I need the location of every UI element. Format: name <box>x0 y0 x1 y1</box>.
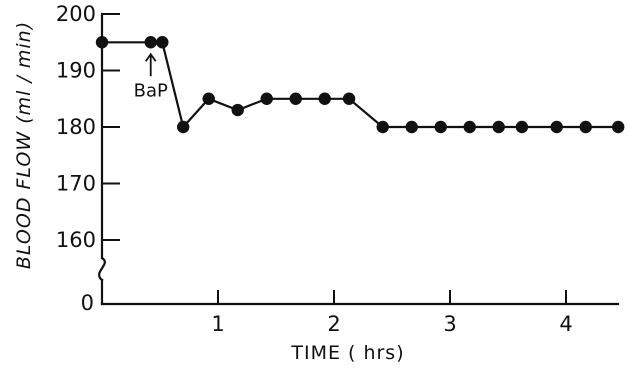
data-point-0 <box>95 36 109 49</box>
y-ticks: 160 170 180 190 200 <box>56 2 120 252</box>
data-point-8 <box>318 92 331 105</box>
data-point-16 <box>550 120 563 134</box>
data-point-4 <box>202 92 215 105</box>
data-point-3 <box>177 120 190 134</box>
series-line <box>102 41 619 129</box>
x-tick-label-2: 2 <box>327 312 340 336</box>
y-axis-title: BLOOD FLOW (ml / min) <box>13 21 35 269</box>
data-point-9 <box>342 92 356 105</box>
y-axis-break <box>98 256 106 282</box>
y-tick-label-180: 180 <box>56 115 96 139</box>
data-points <box>95 36 625 134</box>
annotation-label-0: BaP <box>134 80 168 101</box>
y-tick-label-zero: 0 <box>81 291 94 315</box>
annotations: BaP <box>134 52 168 101</box>
annotation-arrowhead-0 <box>144 52 157 62</box>
x-ticks: 1 2 3 4 <box>211 290 573 336</box>
data-point-7 <box>289 92 302 105</box>
x-tick-label-1: 1 <box>211 312 224 336</box>
x-axis-title: TIME ( hrs) <box>290 342 404 364</box>
y-tick-label-190: 190 <box>56 59 96 83</box>
data-point-5 <box>231 103 244 117</box>
data-point-6 <box>260 92 273 105</box>
data-point-14 <box>492 120 505 134</box>
data-point-10 <box>376 120 389 134</box>
data-point-11 <box>405 120 418 134</box>
data-point-12 <box>434 120 447 134</box>
data-point-17 <box>579 120 592 134</box>
y-tick-label-160: 160 <box>56 228 96 252</box>
data-point-15 <box>515 120 529 134</box>
x-tick-label-3: 3 <box>443 312 456 336</box>
data-point-18 <box>612 120 625 134</box>
x-tick-label-4: 4 <box>559 312 572 336</box>
data-point-1 <box>144 36 157 49</box>
y-tick-label-200: 200 <box>56 2 96 26</box>
y-tick-label-170: 170 <box>56 172 96 196</box>
data-point-2 <box>156 36 169 49</box>
data-point-13 <box>463 120 476 134</box>
